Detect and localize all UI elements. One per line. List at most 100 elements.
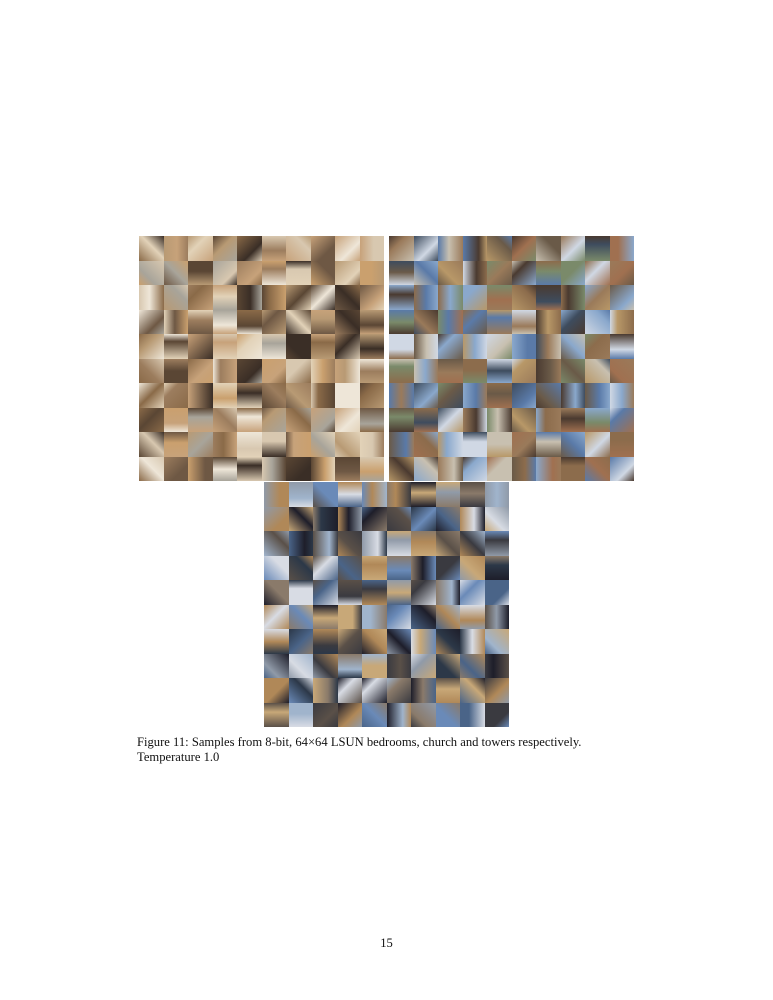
sample-tile: [313, 580, 338, 605]
sample-tile: [609, 383, 634, 408]
sample-tile: [359, 334, 384, 359]
sample-tile: [313, 482, 338, 507]
sample-tile: [560, 309, 585, 334]
sample-tile: [585, 383, 610, 408]
sample-tile: [237, 358, 262, 383]
sample-tile: [335, 285, 360, 310]
sample-tile: [411, 555, 436, 580]
sample-tile: [212, 358, 237, 383]
sample-tile: [212, 407, 237, 432]
sample-tile: [411, 653, 436, 678]
sample-tile: [188, 334, 213, 359]
sample-tile: [585, 456, 610, 481]
sample-tile: [163, 358, 188, 383]
sample-tile: [163, 383, 188, 408]
sample-tile: [286, 456, 311, 481]
sample-tile: [413, 432, 438, 457]
sample-tile: [212, 236, 237, 261]
sample-tile: [288, 531, 313, 556]
sample-tile: [261, 432, 286, 457]
sample-tile: [264, 506, 289, 531]
sample-tile: [511, 236, 536, 261]
sample-tile: [261, 456, 286, 481]
sample-tile: [310, 334, 335, 359]
sample-tile: [536, 407, 561, 432]
sample-tile: [484, 580, 509, 605]
sample-tile: [188, 383, 213, 408]
caption-text-after: LSUN bedrooms, church and towers respect…: [137, 735, 582, 764]
sample-tile: [261, 309, 286, 334]
sample-tile: [389, 456, 414, 481]
sample-tile: [560, 260, 585, 285]
sample-tile: [560, 407, 585, 432]
sample-tile: [261, 334, 286, 359]
sample-tile: [435, 506, 460, 531]
sample-tile: [337, 702, 362, 727]
sample-tile: [462, 334, 487, 359]
sample-tile: [362, 629, 387, 654]
sample-tile: [460, 604, 485, 629]
sample-tile: [511, 260, 536, 285]
sample-tile: [585, 432, 610, 457]
sample-tile: [212, 309, 237, 334]
sample-tile: [389, 285, 414, 310]
sample-tile: [288, 506, 313, 531]
sample-tile: [237, 260, 262, 285]
sample-tile: [212, 456, 237, 481]
sample-tile: [313, 506, 338, 531]
sample-tile: [288, 629, 313, 654]
sample-tile: [139, 456, 164, 481]
sample-tile: [313, 531, 338, 556]
sample-tile: [484, 531, 509, 556]
sample-tile: [411, 482, 436, 507]
sample-tile: [411, 604, 436, 629]
sample-tile: [536, 456, 561, 481]
sample-tile: [438, 456, 463, 481]
sample-tile: [337, 629, 362, 654]
sample-tile: [237, 334, 262, 359]
sample-tile: [261, 260, 286, 285]
sample-tile: [460, 702, 485, 727]
sample-tile: [313, 653, 338, 678]
sample-tile: [560, 456, 585, 481]
sample-tile: [389, 236, 414, 261]
sample-tile: [163, 456, 188, 481]
sample-tile: [460, 678, 485, 703]
sample-tile: [511, 334, 536, 359]
sample-tile: [462, 260, 487, 285]
sample-tile: [313, 702, 338, 727]
sample-tile: [139, 309, 164, 334]
sample-tile: [286, 260, 311, 285]
towers-sample-grid: [264, 482, 509, 727]
sample-tile: [536, 432, 561, 457]
sample-tile: [585, 358, 610, 383]
sample-tile: [536, 358, 561, 383]
sample-tile: [462, 432, 487, 457]
sample-tile: [462, 358, 487, 383]
sample-tile: [337, 531, 362, 556]
sample-tile: [413, 407, 438, 432]
sample-tile: [609, 260, 634, 285]
sample-tile: [335, 236, 360, 261]
sample-tile: [139, 383, 164, 408]
sample-tile: [362, 702, 387, 727]
sample-tile: [264, 678, 289, 703]
sample-tile: [386, 604, 411, 629]
sample-tile: [585, 407, 610, 432]
sample-tile: [286, 407, 311, 432]
sample-tile: [609, 334, 634, 359]
sample-tile: [188, 285, 213, 310]
sample-tile: [362, 555, 387, 580]
sample-tile: [460, 482, 485, 507]
sample-tile: [337, 555, 362, 580]
sample-tile: [139, 334, 164, 359]
sample-tile: [484, 702, 509, 727]
sample-tile: [335, 456, 360, 481]
sample-tile: [264, 482, 289, 507]
sample-tile: [609, 358, 634, 383]
sample-tile: [188, 358, 213, 383]
sample-tile: [609, 309, 634, 334]
sample-tile: [487, 407, 512, 432]
sample-tile: [560, 236, 585, 261]
sample-tile: [335, 432, 360, 457]
